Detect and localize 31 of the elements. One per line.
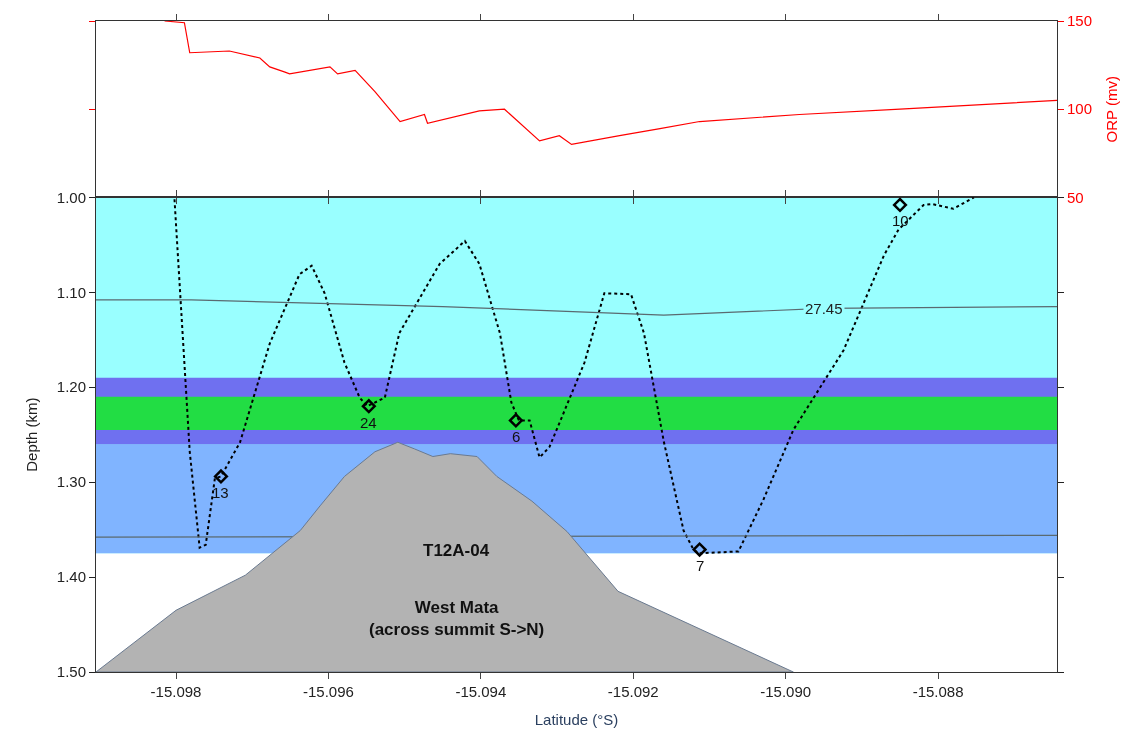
annotation: T12A-04 xyxy=(423,541,490,560)
annotation: 24 xyxy=(360,414,377,431)
y-tick-label: 1.10 xyxy=(56,283,86,301)
point xyxy=(692,542,707,557)
x-axis-title: Latitude (°S) xyxy=(534,711,619,728)
annotation: 13 xyxy=(212,484,229,501)
x-tick-label: -15.090 xyxy=(760,683,812,700)
annotation: 6 xyxy=(512,428,521,445)
y2-axis-title: ORP (mv) xyxy=(1103,75,1121,143)
x-tick-label: -15.098 xyxy=(150,683,202,700)
line-series xyxy=(163,21,1057,146)
y-axis-title: Depth (km) xyxy=(23,397,41,472)
y-tick-label: 1.40 xyxy=(56,568,86,586)
x-tick-label: -15.092 xyxy=(607,683,659,700)
x-tick-label: -15.088 xyxy=(912,683,964,700)
x-tick-label: -15.094 xyxy=(455,683,507,700)
y2-tick-label: 100 xyxy=(1067,100,1093,118)
y2-tick-label: 50 xyxy=(1067,188,1084,206)
annotation: 7 xyxy=(696,557,705,574)
point xyxy=(892,197,908,213)
y-tick-label: 1.00 xyxy=(56,188,86,206)
point xyxy=(213,469,229,484)
point xyxy=(508,413,524,428)
y-tick-label: 1.30 xyxy=(56,473,86,491)
annotation: 10 xyxy=(892,212,909,229)
y-tick-label: 1.50 xyxy=(56,663,86,681)
y2-tick-label: 150 xyxy=(1067,12,1093,30)
point xyxy=(361,399,376,414)
y-tick-label: 1.20 xyxy=(56,378,86,396)
annotation: West Mata (across summit S->N) xyxy=(369,598,545,640)
x-tick-label: -15.096 xyxy=(303,683,354,700)
